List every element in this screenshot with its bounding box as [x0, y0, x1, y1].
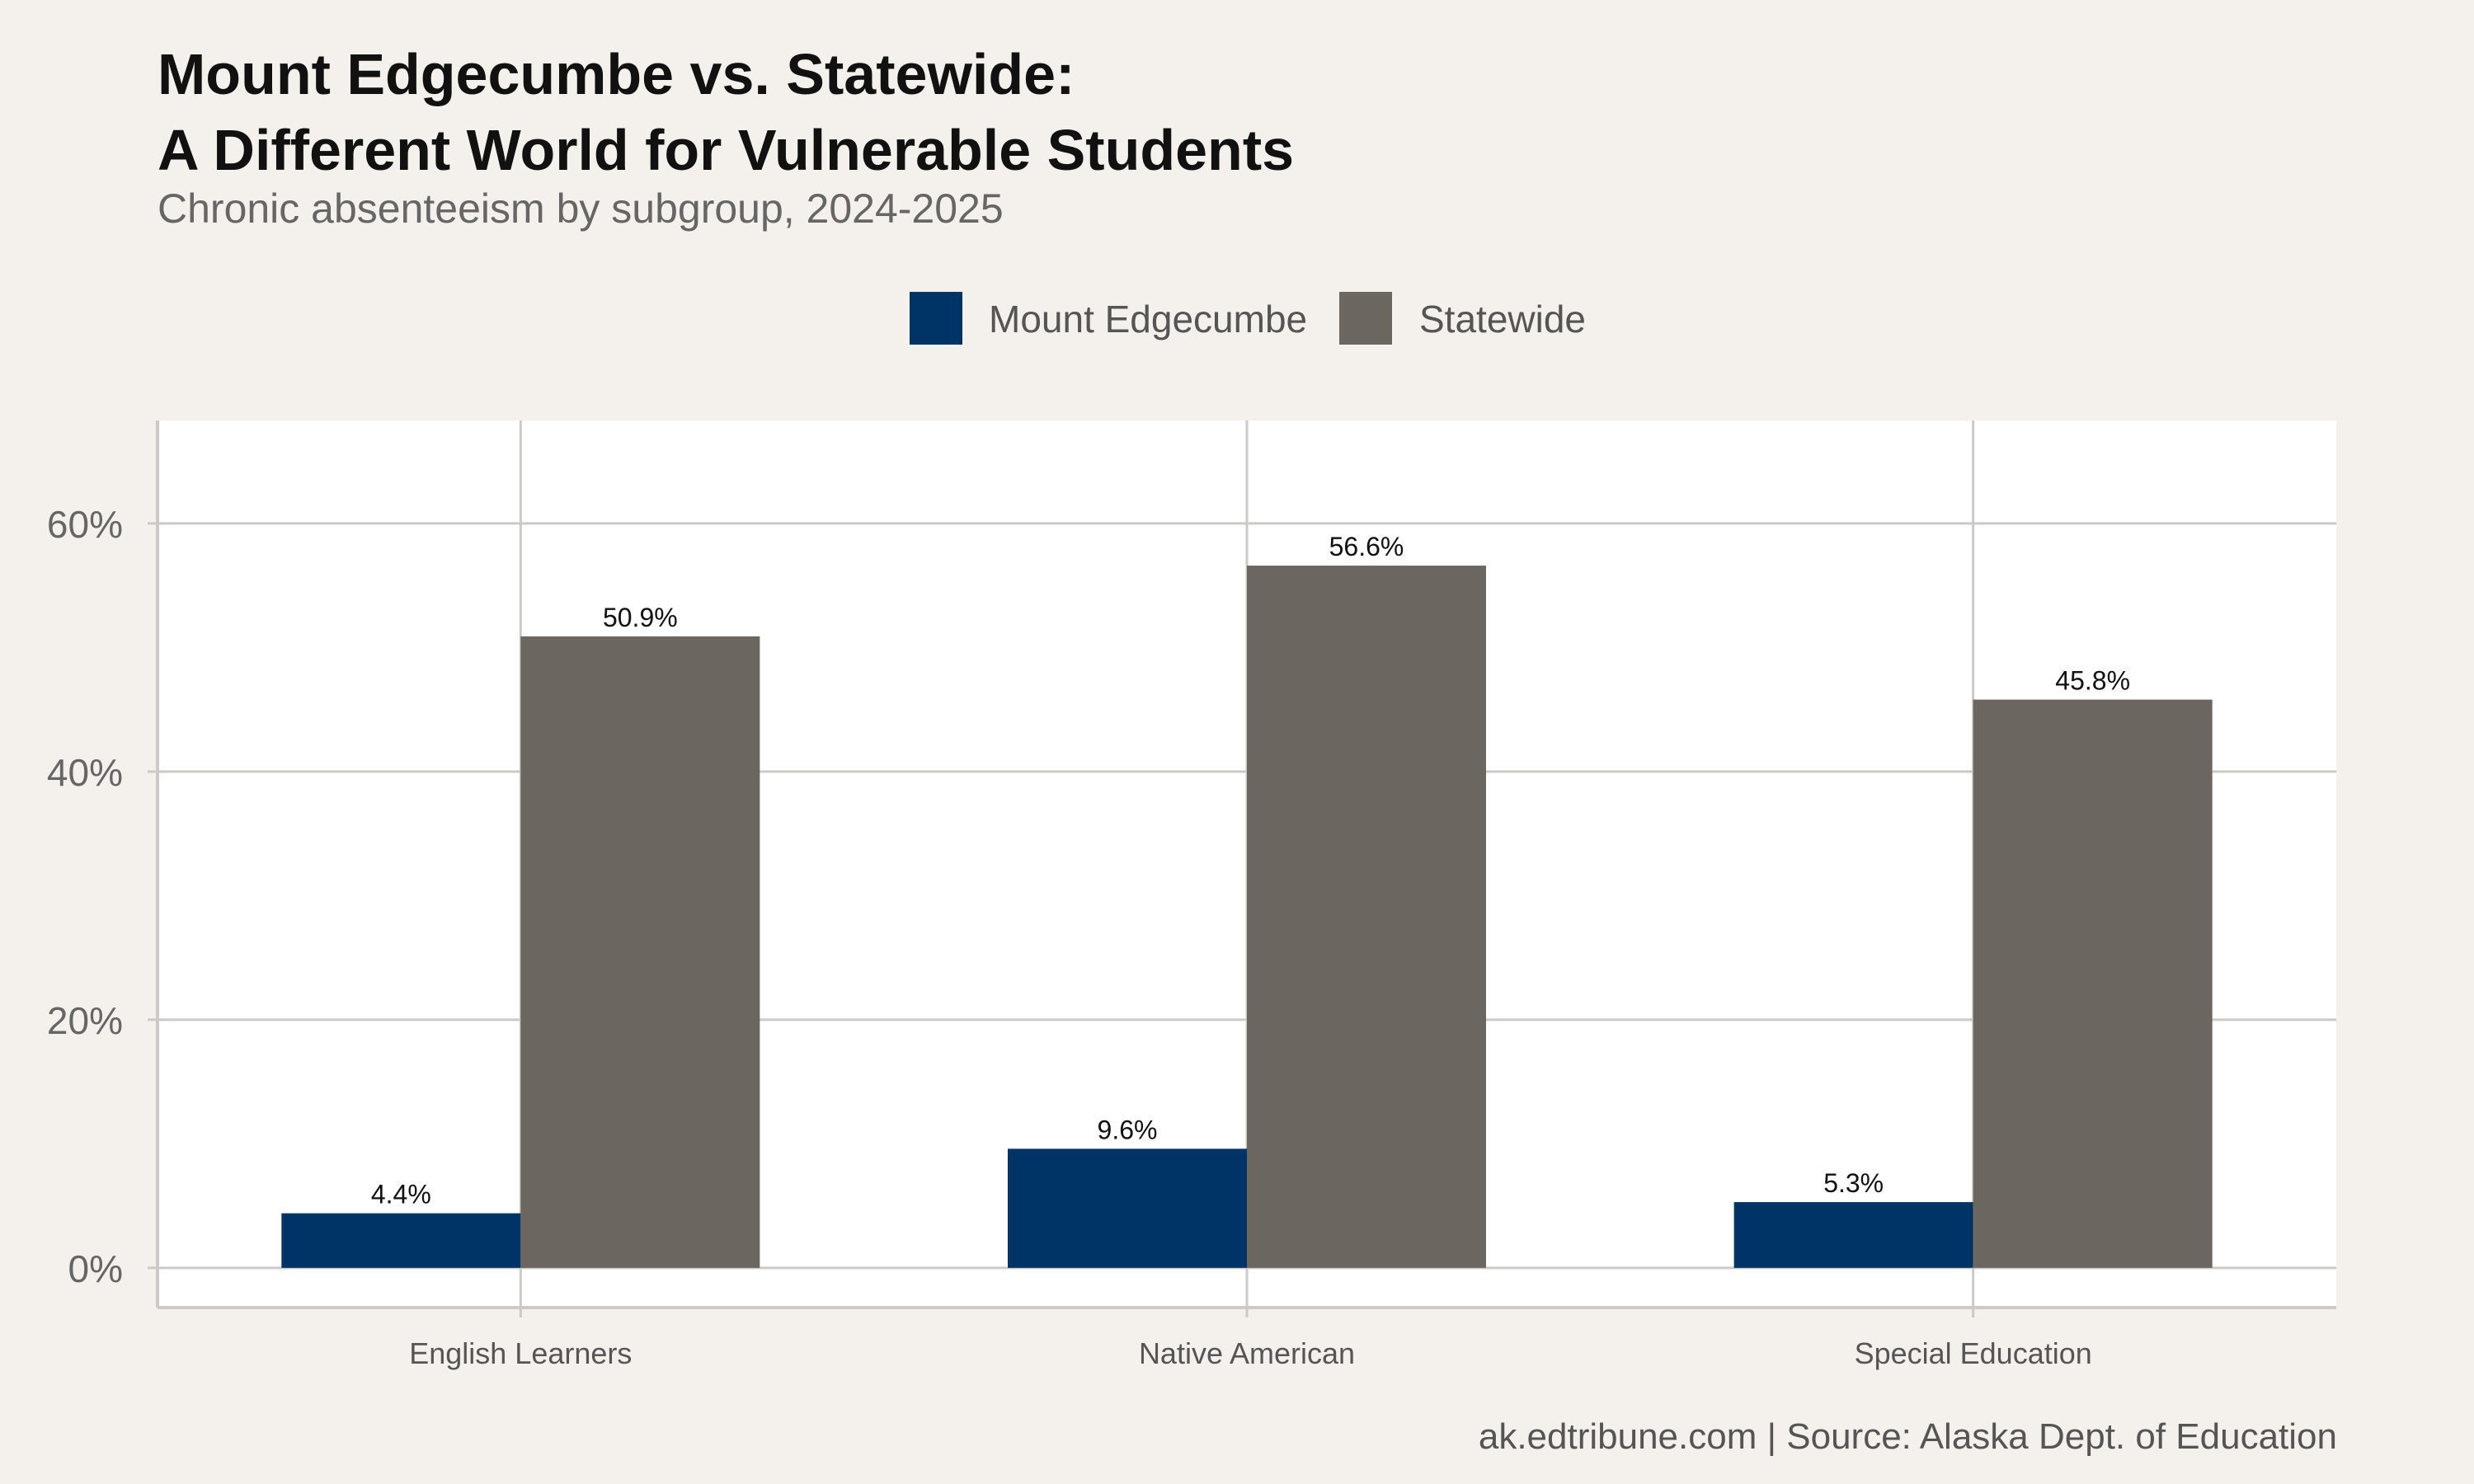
bar-mount-edgecumbe-english-learners — [281, 1213, 521, 1268]
data-label-statewide-special-education: 45.8% — [2055, 666, 2130, 696]
x-tick-label-special-education: Special Education — [1855, 1336, 2092, 1370]
data-label-mount-edgecumbe-english-learners: 4.4% — [371, 1180, 431, 1209]
legend-swatch-mount-edgecumbe — [910, 292, 962, 345]
bar-statewide-native-american — [1247, 566, 1486, 1268]
legend: Mount Edgecumbe Statewide — [0, 292, 2474, 346]
bar-mount-edgecumbe-special-education — [1733, 1202, 1973, 1268]
y-tick-label: 0% — [68, 1247, 123, 1290]
data-label-mount-edgecumbe-special-education: 5.3% — [1823, 1168, 1884, 1198]
legend-swatch-statewide — [1339, 292, 1392, 345]
legend-label-statewide: Statewide — [1419, 298, 1587, 340]
data-label-statewide-english-learners: 50.9% — [603, 603, 678, 632]
bar-statewide-english-learners — [520, 636, 760, 1268]
chart-subtitle: Chronic absenteeism by subgroup, 2024-20… — [158, 186, 1004, 232]
source-caption: ak.edtribune.com | Source: Alaska Dept. … — [1478, 1416, 2337, 1457]
chart-title-line-1: Mount Edgecumbe vs. Statewide: — [158, 42, 1075, 106]
y-tick-label: 60% — [47, 503, 123, 546]
chart-title: Mount Edgecumbe vs. Statewide: A Differe… — [158, 36, 1294, 188]
x-tick-label-english-learners: English Learners — [409, 1336, 632, 1370]
y-tick-label: 40% — [47, 751, 123, 794]
legend-label-mount-edgecumbe: Mount Edgecumbe — [989, 298, 1308, 340]
y-tick-label: 20% — [47, 999, 123, 1042]
bar-statewide-special-education — [1973, 699, 2213, 1268]
chart-title-line-2: A Different World for Vulnerable Student… — [158, 118, 1295, 182]
data-label-mount-edgecumbe-native-american: 9.6% — [1098, 1115, 1158, 1144]
x-tick-label-native-american: Native American — [1139, 1336, 1355, 1370]
bar-mount-edgecumbe-native-american — [1008, 1148, 1247, 1268]
data-label-statewide-native-american: 56.6% — [1329, 532, 1404, 561]
